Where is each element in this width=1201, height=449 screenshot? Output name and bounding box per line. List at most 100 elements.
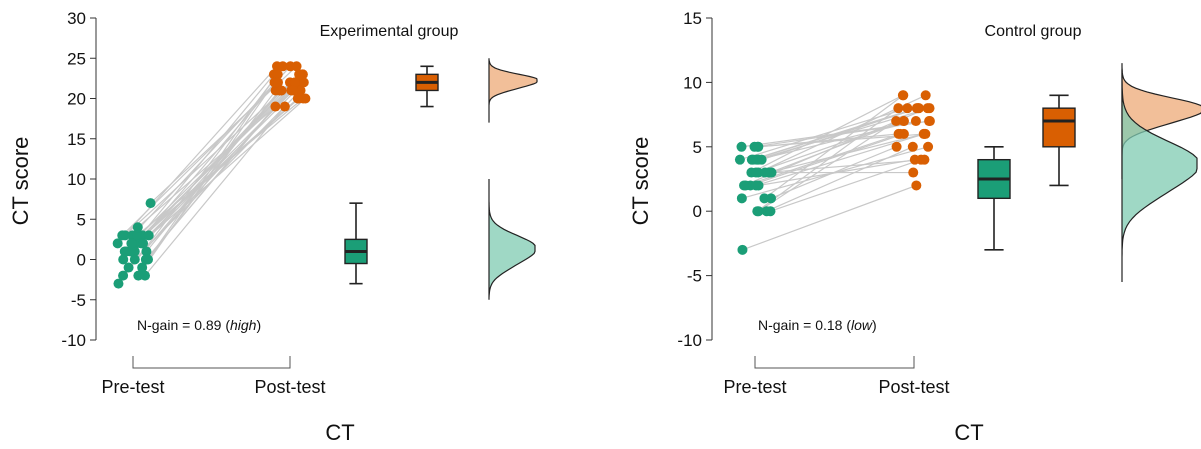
- post-test-point: [891, 116, 902, 127]
- post-test-point: [295, 85, 306, 96]
- post-test-point: [272, 69, 283, 80]
- post-test-point: [893, 103, 904, 114]
- y-tick-label: 0: [693, 202, 702, 221]
- paired-lines: [117, 65, 306, 285]
- y-tick-label: 5: [77, 210, 86, 229]
- pre-test-point: [137, 262, 148, 273]
- paired-line: [122, 90, 282, 276]
- paired-line: [121, 81, 279, 236]
- pre-test-point: [141, 246, 152, 257]
- y-tick-label: 10: [683, 73, 702, 92]
- pre-test-point: [765, 206, 776, 217]
- n-gain-prefix: N-gain = 0.18 (: [758, 317, 851, 333]
- post-test-point: [919, 154, 930, 165]
- pre-test-point: [750, 167, 761, 178]
- paired-line: [755, 120, 905, 174]
- paired-line: [764, 94, 904, 199]
- post-test-point: [272, 77, 283, 88]
- y-tick-label: 5: [693, 138, 702, 157]
- x-tick-label: Pre-test: [101, 377, 164, 397]
- paired-line: [770, 159, 922, 212]
- post-test-point: [895, 128, 906, 139]
- paired-line: [765, 159, 925, 174]
- post-test-point: [891, 141, 902, 152]
- post-test-point: [920, 90, 931, 101]
- n-gain-suffix: ): [256, 317, 261, 333]
- pre-test-boxplot: [344, 202, 368, 285]
- pre-test-point: [132, 230, 143, 241]
- x-tick-label: Post-test: [878, 377, 949, 397]
- paired-line: [752, 107, 920, 161]
- pre-test-point: [752, 141, 763, 152]
- post-test-point: [298, 77, 309, 88]
- n-gain-suffix: ): [872, 317, 877, 333]
- pre-test-points: [734, 141, 777, 255]
- pre-test-point: [747, 154, 758, 165]
- pre-test-point: [734, 154, 745, 165]
- post-test-point: [270, 101, 281, 112]
- panel-title: Experimental group: [320, 23, 459, 40]
- paired-line: [741, 146, 929, 199]
- n-gain-note: N-gain = 0.18 (low): [758, 317, 877, 333]
- post-test-point: [922, 103, 933, 114]
- post-test-point: [920, 128, 931, 139]
- post-test-points: [268, 61, 311, 112]
- x-axis-bracket: [754, 356, 915, 369]
- paired-line: [756, 107, 899, 212]
- control-group-panel: -10 -5 0 5 10 15 CT score Pre-test Post-test CT Co…: [628, 9, 1201, 445]
- paired-line: [140, 98, 306, 244]
- post-test-point: [294, 69, 305, 80]
- paired-lines: [739, 94, 930, 251]
- y-tick-label: 20: [67, 90, 86, 109]
- pre-test-point: [753, 206, 764, 217]
- pre-test-point: [118, 254, 129, 265]
- post-test-point: [291, 61, 302, 72]
- y-axis-title: CT score: [628, 137, 653, 226]
- pre-test-point: [132, 222, 143, 233]
- pre-test-point: [133, 270, 144, 281]
- post-test-point: [279, 101, 290, 112]
- post-test-point: [898, 90, 909, 101]
- y-tick-label: 15: [67, 130, 86, 149]
- pre-test-point: [143, 230, 154, 241]
- paired-line: [766, 146, 914, 212]
- y-tick-label: 10: [67, 170, 86, 189]
- x-axis-title: CT: [325, 420, 354, 445]
- y-tick-label: 0: [77, 251, 86, 270]
- post-test-point: [908, 167, 919, 178]
- n-gain-level: low: [851, 317, 873, 333]
- y-tick-label: 25: [67, 49, 86, 68]
- pre-test-point: [736, 193, 747, 204]
- y-tick-label: -10: [61, 331, 86, 350]
- experimental-group-panel: -10 -5 0 5 10 15 20 25 30 CT score Pre-test Post-te…: [8, 9, 538, 445]
- pre-test-point: [739, 180, 750, 191]
- pre-test-points: [112, 198, 156, 289]
- post-test-point: [288, 85, 299, 96]
- pre-test-density: [488, 179, 536, 300]
- y-tick-label: -5: [71, 291, 86, 310]
- n-gain-note: N-gain = 0.89 (high): [137, 317, 261, 333]
- y-axis-title: CT score: [8, 137, 33, 226]
- x-axis-title: CT: [954, 420, 983, 445]
- pre-test-point: [138, 238, 149, 249]
- paired-line: [144, 106, 286, 276]
- pre-test-point: [760, 167, 771, 178]
- box-iqr: [1042, 107, 1076, 148]
- post-test-boxplot: [415, 65, 439, 108]
- paired-line: [756, 107, 930, 161]
- post-test-point: [907, 141, 918, 152]
- paired-line: [742, 184, 917, 251]
- pre-test-point: [143, 254, 154, 265]
- pre-test-point: [751, 180, 762, 191]
- post-test-point: [913, 103, 924, 114]
- pre-test-point: [736, 141, 747, 152]
- n-gain-prefix: N-gain = 0.89 (: [137, 317, 230, 333]
- paired-line: [751, 94, 904, 174]
- pre-test-point: [737, 244, 748, 255]
- x-tick-label: Post-test: [254, 377, 325, 397]
- pre-test-point: [118, 270, 129, 281]
- pre-test-point: [129, 254, 140, 265]
- y-tick-label: -5: [687, 267, 702, 286]
- pre-test-density: [1121, 69, 1198, 283]
- paired-line: [147, 65, 284, 260]
